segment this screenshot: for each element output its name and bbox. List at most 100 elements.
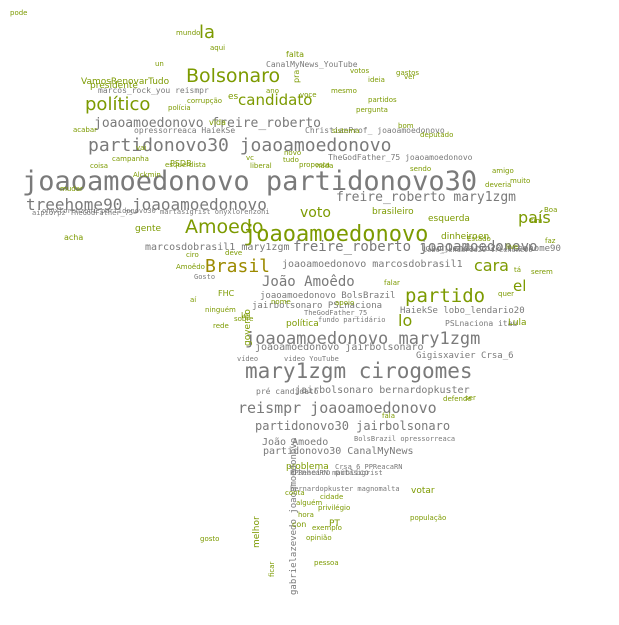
word-amoedo: Amoedo: [185, 216, 264, 238]
word-joaoamoedonovo-jairbolsonaro: joaoamoedonovo jairbolsonaro: [255, 342, 424, 353]
word-en: en: [478, 232, 490, 242]
word-con: con: [292, 520, 307, 529]
word-fundo-partidario: fundo partidário: [318, 316, 386, 324]
word-joaoamoedonovo-freire-roberto: joaoamoedonovo freire_roberto: [94, 116, 321, 131]
word-acha: acha: [64, 233, 84, 242]
word-ta: tá: [514, 266, 522, 274]
word-ciro: ciro: [186, 251, 199, 259]
word-crsa-6-ppreacarn: Crsa_6 PPReacaRN: [335, 463, 403, 471]
word-candidato: candidato: [238, 91, 313, 109]
word-aqui: aqui: [210, 44, 226, 52]
word-bolsonaro: Bolsonaro: [186, 65, 281, 87]
word-proposta: proposta: [299, 161, 330, 169]
word-novo: novo: [284, 149, 302, 157]
word-bolsbrazil-opressorreaca: BolsBrazil opressorreaca: [354, 435, 456, 443]
word-coisa: coisa: [90, 162, 109, 170]
word-nome: nome: [271, 298, 291, 306]
word-gente: gente: [135, 224, 162, 234]
word-sobre: sobre: [234, 315, 254, 323]
word-faz: faz: [545, 237, 556, 245]
word-hora: hora: [298, 511, 314, 519]
word-opressorreaca-haiekse: opressorreaca HaiekSe: [134, 126, 236, 135]
word-lei: lei: [241, 311, 251, 320]
word-exemplo: exemplo: [312, 524, 342, 532]
word-ficar: ficar: [268, 561, 276, 577]
word-christianprof-joaoamoedonovo: ChristianProf_ joaoamoedonovo: [305, 126, 445, 135]
word-video-youtube: video YouTube: [284, 355, 339, 363]
word-dinheiro: dinheiro: [441, 232, 478, 242]
word-pra: pra: [292, 69, 301, 83]
word-falar: falar: [384, 279, 400, 287]
word-apoio: apoio: [335, 299, 355, 307]
word-problema: problema: [286, 462, 329, 472]
word-sistema: sistema: [332, 127, 360, 135]
word-treehome90-joaoamoedonovo: treehome90 joaoamoedonovo: [26, 195, 267, 214]
word-psdb: PSDB: [170, 159, 192, 168]
word-politico: político: [85, 94, 151, 115]
word-bom: bom: [398, 122, 414, 130]
word-deve: deve: [225, 249, 243, 257]
word-brasileiro: brasileiro: [372, 207, 414, 217]
word-video: vídeo: [237, 355, 259, 363]
word-rede: rede: [213, 322, 229, 330]
word-marcosdobrasil1-mary1zgm: marcosdobrasil1 mary1zgm: [145, 242, 290, 253]
word-privilegio: privilégio: [318, 504, 351, 512]
word-ninguem: ninguém: [205, 306, 236, 314]
word-esquerdista: esquerdista: [165, 161, 206, 169]
word-un: un: [155, 60, 164, 68]
word-reismpr-joaoamoedonovo: reismpr joaoamoedonovo: [238, 399, 437, 417]
word-votar: votar: [411, 486, 435, 496]
word-mudar: mudar: [60, 185, 83, 193]
word-mesmo: mesmo: [331, 87, 357, 95]
word-boa: Boa: [544, 206, 558, 214]
word-marcos-rock-you-reismpr: marcos_rock_you reismpr: [98, 86, 209, 95]
word-freire-roberto-mary1zgm: freire_roberto mary1zgm: [336, 190, 517, 205]
word-falta: falta: [286, 50, 304, 59]
word-presidente: presidente: [90, 81, 138, 91]
word-partido: partido: [405, 285, 486, 307]
word-politica: política: [286, 319, 319, 329]
word-ai: aí: [190, 296, 197, 304]
word-cidade: cidade: [320, 493, 344, 501]
word-liberal: liberal: [250, 162, 272, 170]
word-es: es: [228, 92, 239, 102]
word-quer: quer: [498, 290, 515, 298]
word-freire-roberto-joaoamoedonovo: freire_roberto joaoamoedonovo: [293, 239, 538, 255]
word-partidonovo30-canalmynews: partidonovo30 CanalMyNews: [263, 446, 414, 457]
word-acabar: acabar: [73, 126, 98, 134]
word-thegodfather-75-joaoamoedonovo: TheGodFather_75 joaoamoedonovo: [328, 153, 473, 162]
word-serem: serem: [531, 268, 553, 276]
word-joaoamoedonovo-partidonovo30: joaoamoedonovo partidonovo30: [22, 166, 478, 197]
word-pre-candidato: pré candidato: [256, 387, 319, 396]
word-campanha: campanha: [112, 155, 149, 163]
word-deveria: deveria: [485, 181, 512, 189]
word-fala: fala: [382, 412, 395, 420]
word-gosto: gosto: [200, 535, 220, 543]
word-lula: Lula: [508, 318, 527, 328]
word-alguem: alguém: [296, 499, 323, 507]
word-mundo: mundo: [176, 29, 201, 37]
word-ppreacarn-martasigrist: PPReacaRN martasigrist: [290, 469, 383, 477]
word-corrupcao: corrupção: [187, 97, 223, 105]
word-partidonovo30-jairbolsonaro: partidonovo30 jairbolsonaro: [255, 419, 451, 433]
word-joaoamoedonovo: joaoamoedonovo: [243, 222, 429, 247]
word-dinheiro-publico: dinheiro público: [292, 468, 370, 477]
word-la: la: [199, 22, 216, 43]
word-vida: vida: [209, 118, 226, 127]
word-pergunta: pergunta: [356, 106, 388, 114]
word-pslnaciona-itau: PSLnaciona itau: [445, 319, 518, 328]
word-lobo-lendario20-treehome90: lobo_lendario20 treehome90: [420, 244, 561, 254]
word-amoedo: Amoêdo: [176, 263, 205, 271]
word-lo: lo: [398, 311, 413, 330]
word-vai: vai: [136, 144, 147, 152]
word-conta: conta: [285, 489, 305, 497]
word-sim: sim: [530, 217, 543, 225]
word-fhc: FHC: [218, 289, 235, 298]
word-el: el: [513, 277, 527, 295]
word-amigo: amigo: [492, 167, 514, 175]
word-partidonovo30-joaoamoedonovo: partidonovo30 joaoamoedonovo: [88, 135, 392, 156]
word-policia: polícia: [168, 104, 191, 112]
word-ideia: ideia: [368, 76, 385, 84]
word-jairbolsonaro-pslnaciona: jairbolsonaro PSLnaciona: [252, 301, 383, 311]
